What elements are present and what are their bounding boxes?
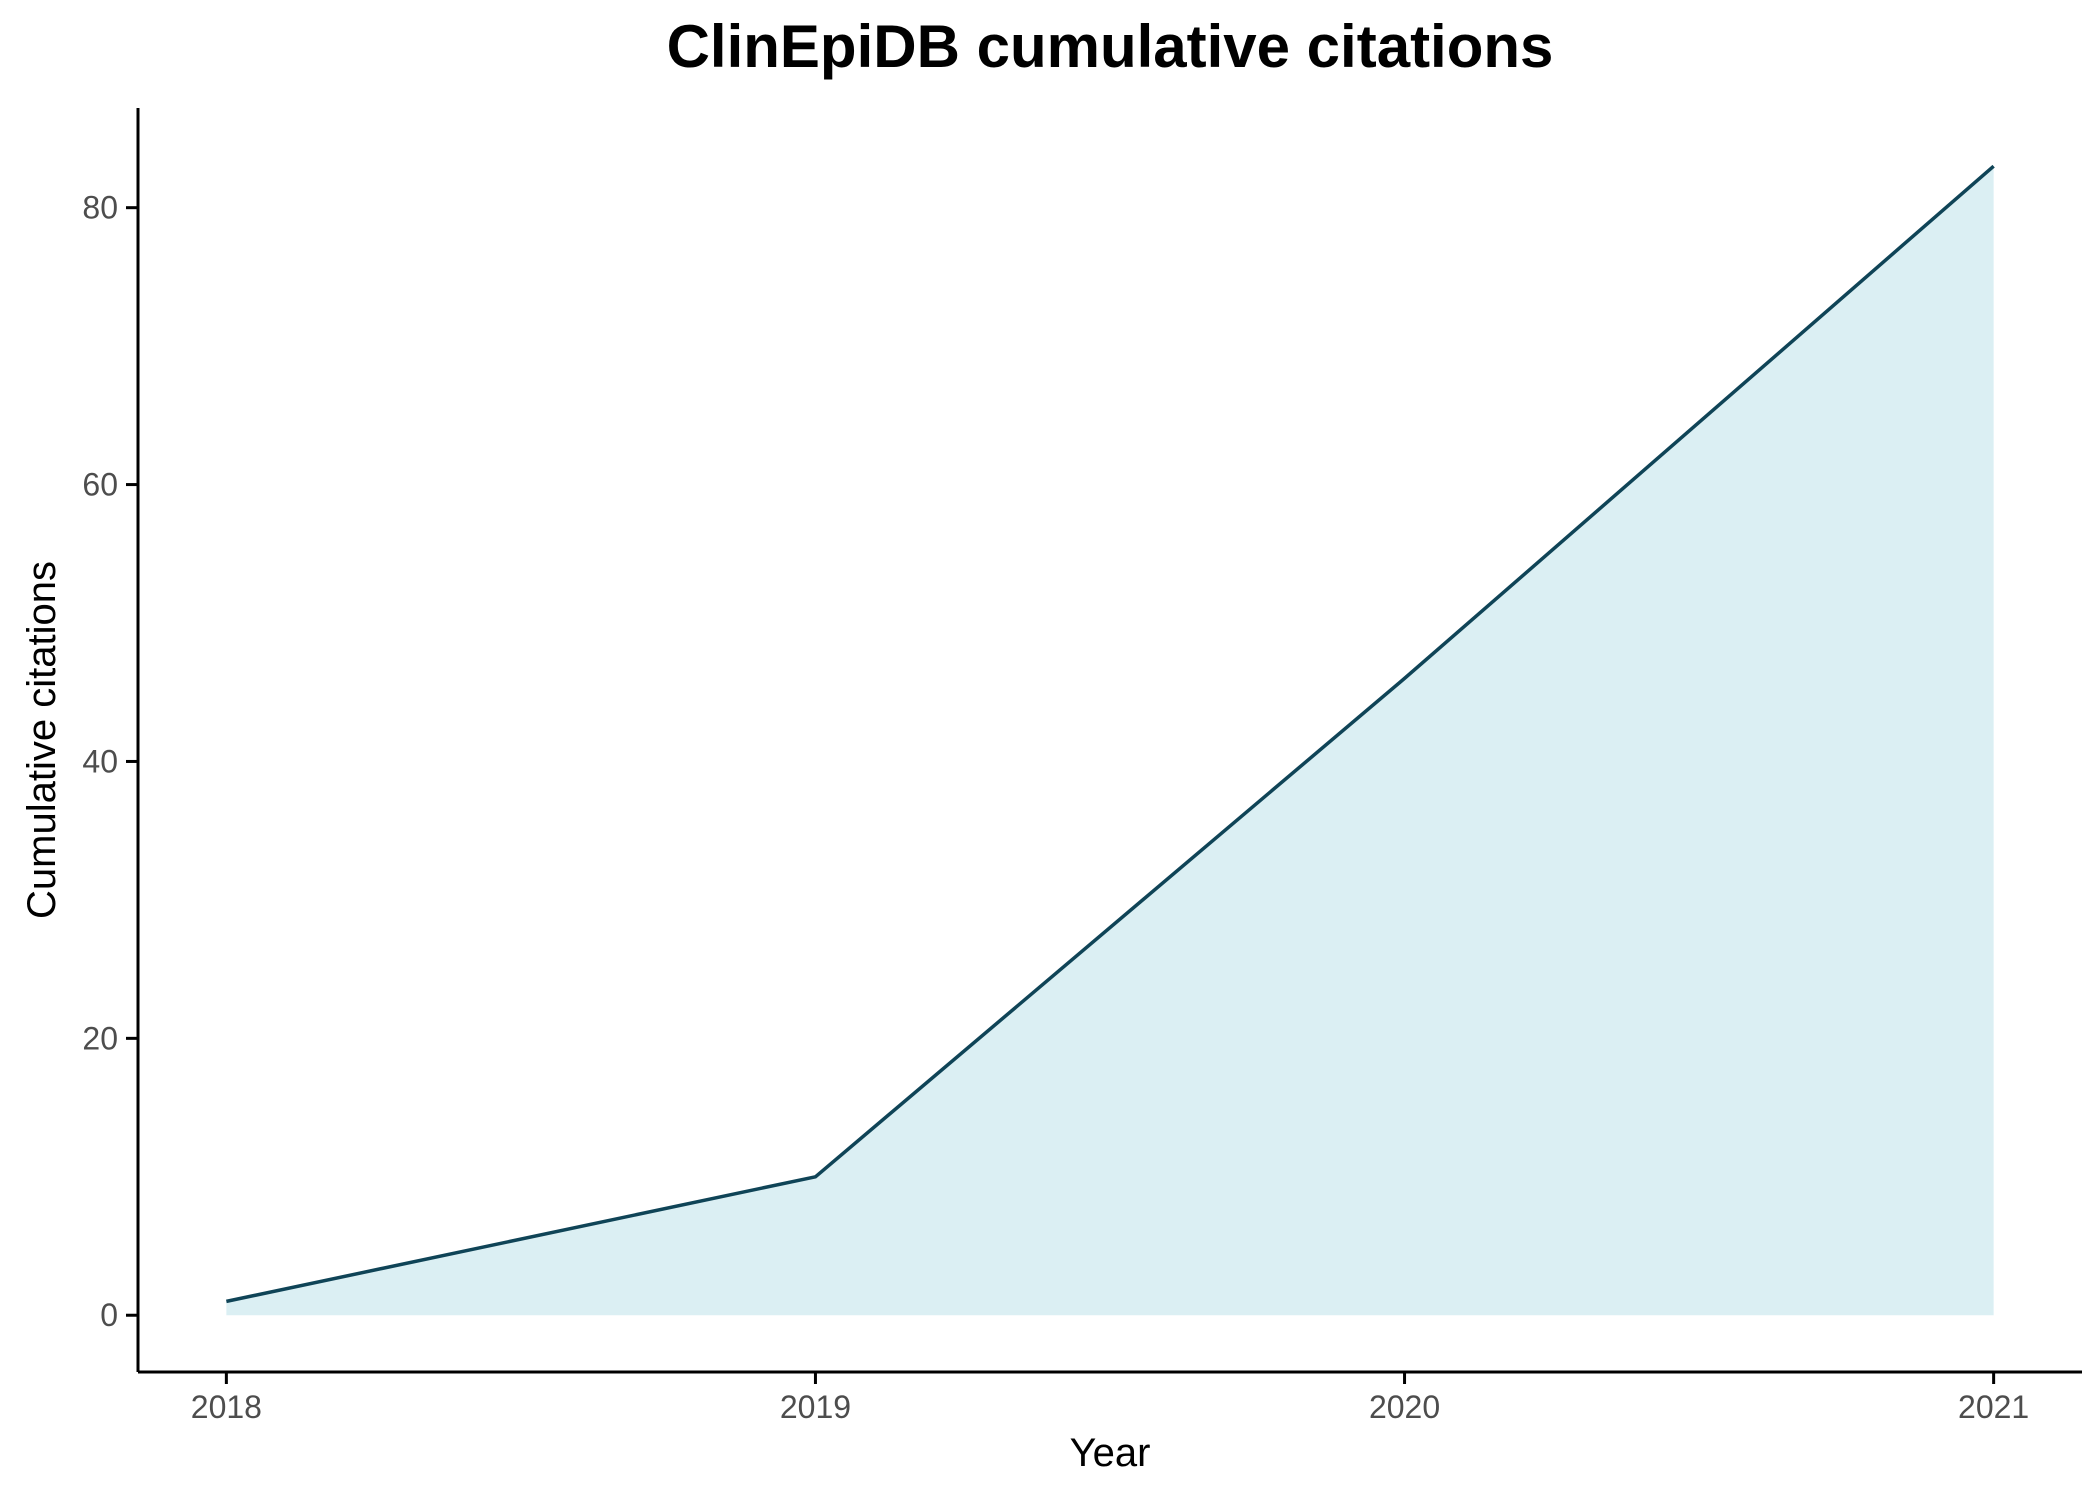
y-tick-label: 0 (100, 1297, 118, 1333)
x-axis-title: Year (1070, 1431, 1151, 1475)
x-tick-label: 2021 (1958, 1389, 2029, 1425)
y-tick-label: 20 (82, 1020, 118, 1056)
x-tick-label: 2018 (191, 1389, 262, 1425)
series-line (226, 164, 1995, 1304)
x-tick-label: 2019 (780, 1389, 851, 1425)
chart-title: ClinEpiDB cumulative citations (667, 13, 1554, 80)
y-tick-label: 60 (82, 467, 118, 503)
plot-area: 2018 2019 2020 2021 0 20 40 60 80 (82, 108, 2082, 1425)
x-tick-label: 2020 (1369, 1389, 1440, 1425)
y-axis-title: Cumulative citations (20, 561, 64, 919)
y-tick-label: 40 (82, 743, 118, 779)
area-fill (226, 166, 1994, 1316)
y-tick-label: 80 (82, 190, 118, 226)
